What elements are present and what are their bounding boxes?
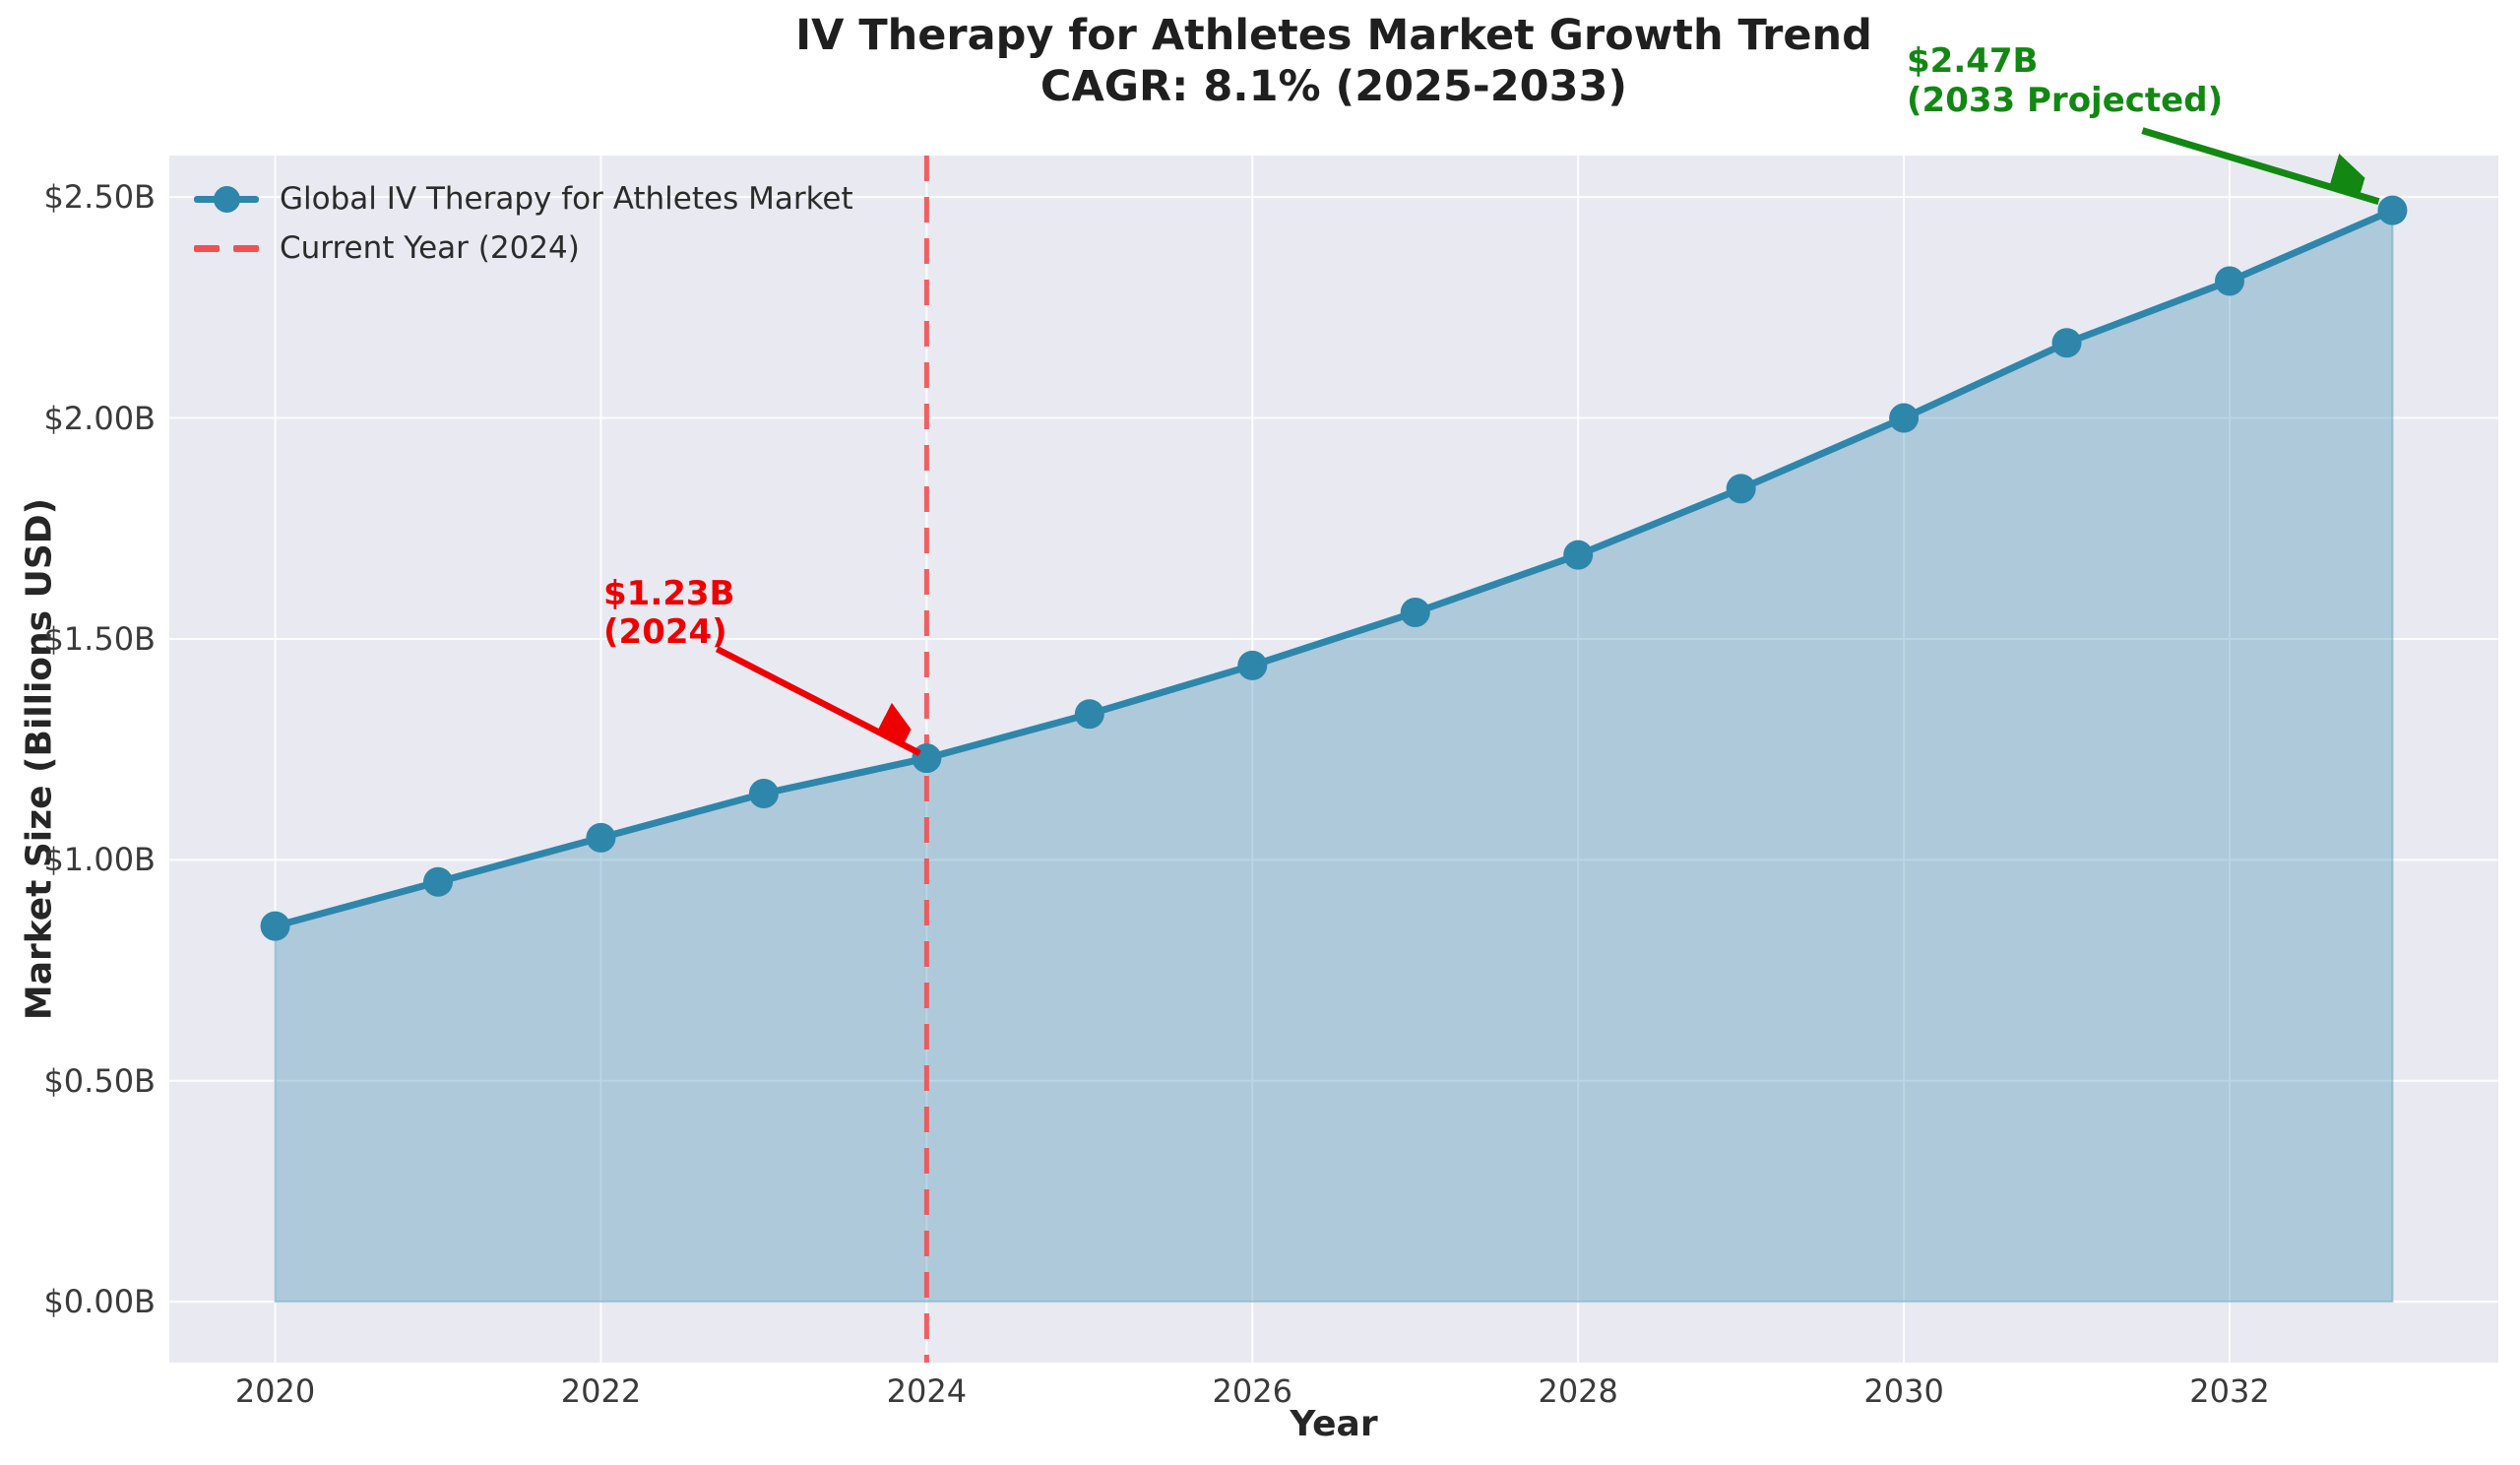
x-tick-label: 2020 bbox=[234, 1372, 316, 1410]
data-point-2032 bbox=[2215, 266, 2244, 296]
series-line bbox=[272, 207, 2396, 930]
x-tick-label: 2024 bbox=[886, 1372, 968, 1410]
data-point-2029 bbox=[1726, 474, 1756, 504]
x-tick-label: 2026 bbox=[1212, 1372, 1292, 1410]
annotation-current-line1: $1.23B bbox=[603, 574, 735, 613]
legend-item-market-series: Global IV Therapy for Athletes Market bbox=[194, 174, 853, 223]
line-marker-icon bbox=[194, 182, 259, 216]
chart-title-line1: IV Therapy for Athletes Market Growth Tr… bbox=[795, 11, 1872, 60]
annotation-projected-line1: $2.47B bbox=[1907, 41, 2039, 81]
y-tick-label: $2.50B bbox=[43, 178, 156, 217]
y-tick-label: $1.00B bbox=[43, 841, 156, 879]
data-point-2031 bbox=[2051, 328, 2082, 358]
data-point-2025 bbox=[1074, 699, 1104, 730]
chart-title-line2: CAGR: 8.1% (2025-2033) bbox=[1040, 62, 1628, 111]
data-point-2020 bbox=[260, 911, 290, 941]
data-point-2028 bbox=[1563, 540, 1594, 570]
annotation-current-value: $1.23B (2024) bbox=[603, 575, 734, 652]
dashed-line-icon bbox=[194, 231, 259, 265]
annotation-arrow-projected bbox=[2141, 127, 2380, 205]
x-tick-label: 2032 bbox=[2189, 1372, 2270, 1410]
data-point-2022 bbox=[586, 822, 616, 853]
x-axis-label: Year bbox=[1290, 1404, 1378, 1444]
data-point-2024 bbox=[912, 743, 942, 774]
x-tick-label: 2028 bbox=[1538, 1372, 1618, 1410]
data-point-2026 bbox=[1237, 650, 1268, 680]
legend-label-market-series: Global IV Therapy for Athletes Market bbox=[280, 181, 853, 217]
legend-label-current-year: Current Year (2024) bbox=[280, 230, 580, 266]
plot-area bbox=[169, 156, 2498, 1363]
data-point-2030 bbox=[1889, 403, 1920, 433]
y-axis-label: Market Size (Billions USD) bbox=[19, 497, 60, 1021]
annotation-arrow-current bbox=[715, 646, 921, 756]
y-tick-label: $2.00B bbox=[43, 399, 156, 437]
data-point-2023 bbox=[748, 779, 779, 809]
chart-title: IV Therapy for Athletes Market Growth Tr… bbox=[169, 10, 2498, 112]
y-tick-label: $1.50B bbox=[43, 619, 156, 658]
data-point-2027 bbox=[1400, 598, 1430, 628]
legend-item-current-year: Current Year (2024) bbox=[194, 223, 853, 273]
annotation-current-line2: (2024) bbox=[603, 612, 727, 652]
y-tick-label: $0.50B bbox=[43, 1061, 156, 1100]
annotation-projected-line2: (2033 Projected) bbox=[1907, 81, 2224, 120]
x-tick-label: 2022 bbox=[560, 1372, 642, 1410]
annotation-projected-value: $2.47B (2033 Projected) bbox=[1907, 41, 2223, 120]
y-tick-label: $0.00B bbox=[43, 1283, 156, 1321]
x-tick-label: 2030 bbox=[1863, 1372, 1944, 1410]
legend: Global IV Therapy for Athletes Market Cu… bbox=[194, 174, 853, 273]
data-point-2033 bbox=[2377, 195, 2408, 225]
data-point-2021 bbox=[423, 866, 453, 897]
